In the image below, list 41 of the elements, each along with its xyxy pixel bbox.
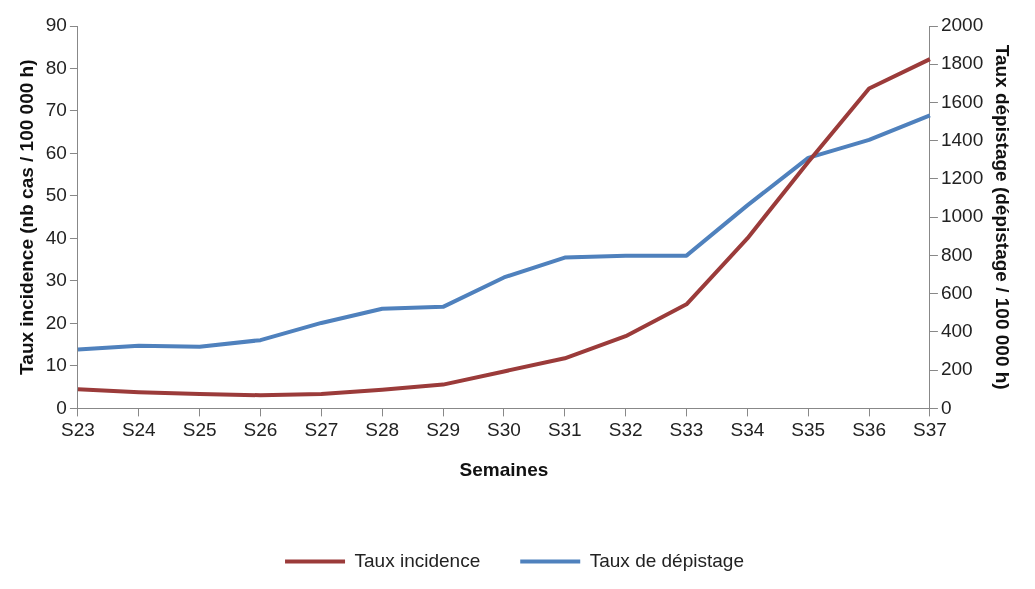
y2-tick-label: 2000	[940, 14, 984, 36]
x-tick-label: S32	[608, 419, 643, 441]
y-tick-label: 90	[45, 14, 67, 36]
x-tick-label: S28	[365, 419, 400, 441]
x-tick-label: S31	[547, 419, 582, 441]
y-tick-label: 80	[45, 56, 67, 78]
y2-tick-label: 400	[940, 320, 973, 342]
x-tick-label: S25	[182, 419, 217, 441]
y2-tick-label: 1400	[940, 128, 984, 150]
y-axis-title: Taux incidence (nb cas / 100 000 h)	[15, 59, 37, 375]
legend-label: Taux incidence	[354, 549, 481, 571]
y-tick-label: 40	[45, 226, 67, 248]
y2-tick-label: 1200	[940, 167, 984, 189]
x-tick-label: S30	[487, 419, 521, 441]
x-tick-label: S29	[426, 419, 460, 441]
y-tick-label: 20	[45, 311, 67, 333]
y2-tick-label: 600	[940, 281, 973, 303]
y2-tick-label: 0	[940, 396, 952, 418]
legend-label: Taux de dépistage	[589, 549, 744, 571]
x-tick-label: S27	[304, 419, 339, 441]
x-tick-label: S36	[852, 419, 886, 441]
x-tick-label: S24	[121, 419, 157, 441]
y2-tick-label: 1000	[940, 205, 984, 227]
x-tick-label: S23	[61, 419, 95, 441]
x-axis-title: Semaines	[459, 458, 549, 480]
x-tick-label: S34	[730, 419, 765, 441]
y-tick-label: 50	[45, 184, 67, 206]
y-tick-label: 0	[56, 396, 67, 418]
x-tick-label: S37	[913, 419, 947, 441]
y2-axis-title: Taux dépistage (dépistage / 100 000 h)	[992, 44, 1014, 390]
y2-tick-label: 200	[940, 358, 973, 380]
y-tick-label: 10	[45, 354, 67, 376]
y-tick-label: 70	[45, 99, 67, 121]
x-tick-label: S26	[243, 419, 278, 441]
x-tick-label: S33	[669, 419, 704, 441]
y-tick-label: 60	[45, 141, 67, 163]
x-tick-label: S35	[791, 419, 826, 441]
y2-tick-label: 800	[940, 243, 973, 265]
y2-tick-label: 1600	[940, 90, 984, 112]
y-tick-label: 30	[45, 269, 67, 291]
y2-tick-label: 1800	[940, 52, 984, 74]
